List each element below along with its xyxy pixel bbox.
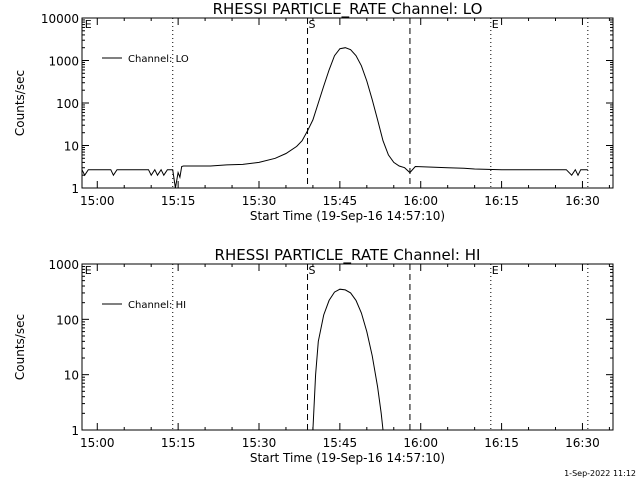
plot-frame bbox=[81, 17, 614, 189]
marker-label: E bbox=[85, 264, 92, 277]
marker-label: S bbox=[309, 264, 316, 277]
y-tick-label: 10 bbox=[64, 140, 79, 154]
x-tick-label: 15:00 bbox=[80, 436, 115, 450]
chart-panel-2: RHESSI PARTICLE_RATE Channel: HI 1 10 100 10… bbox=[13, 246, 614, 465]
y-tick-label: 100 bbox=[56, 313, 79, 327]
footer-timestamp: 1-Sep-2022 11:12 bbox=[564, 469, 636, 478]
x-tick-label: 16:15 bbox=[484, 436, 519, 450]
x-tick-label: 15:30 bbox=[242, 436, 277, 450]
x-tick-label: 15:15 bbox=[161, 194, 196, 208]
marker-label: E bbox=[85, 18, 92, 31]
marker-label: S bbox=[309, 18, 316, 31]
x-axis-label: Start Time (19-Sep-16 14:57:10) bbox=[250, 209, 445, 223]
x-tick-label: 16:30 bbox=[565, 436, 600, 450]
x-tick-label: 16:30 bbox=[565, 194, 600, 208]
y-tick-label: 10000 bbox=[41, 12, 79, 26]
chart-panel-1: RHESSI PARTICLE_RATE Channel: LO 1 10 100 10… bbox=[13, 0, 614, 223]
y-tick-label: 100 bbox=[56, 97, 79, 111]
x-tick-label: 15:45 bbox=[323, 436, 358, 450]
x-tick-label: 16:15 bbox=[484, 194, 519, 208]
chart-title: RHESSI PARTICLE_RATE Channel: LO bbox=[213, 0, 483, 19]
x-tick-label: 15:45 bbox=[323, 194, 358, 208]
legend-entry: Channel: HI bbox=[128, 300, 186, 311]
chart-title: RHESSI PARTICLE_RATE Channel: HI bbox=[215, 246, 481, 265]
marker-label: E bbox=[492, 264, 499, 277]
x-tick-label: 16:00 bbox=[403, 436, 438, 450]
y-tick-label: 1 bbox=[71, 182, 79, 196]
y-axis-label: Counts/sec bbox=[13, 70, 27, 136]
series-line bbox=[312, 288, 384, 431]
x-tick-label: 16:00 bbox=[403, 194, 438, 208]
legend-entry: Channel: LO bbox=[128, 54, 189, 65]
y-tick-label: 1 bbox=[71, 424, 79, 438]
y-tick-label: 1000 bbox=[48, 55, 79, 69]
plot-frame bbox=[81, 263, 614, 431]
marker-label: E bbox=[492, 18, 499, 31]
x-tick-label: 15:30 bbox=[242, 194, 277, 208]
x-tick-label: 15:00 bbox=[80, 194, 115, 208]
x-tick-label: 15:15 bbox=[161, 436, 196, 450]
y-axis-label: Counts/sec bbox=[13, 314, 27, 380]
y-tick-label: 1000 bbox=[48, 258, 79, 272]
y-tick-label: 10 bbox=[64, 369, 79, 383]
x-axis-label: Start Time (19-Sep-16 14:57:10) bbox=[250, 451, 445, 465]
series-line bbox=[81, 47, 588, 189]
